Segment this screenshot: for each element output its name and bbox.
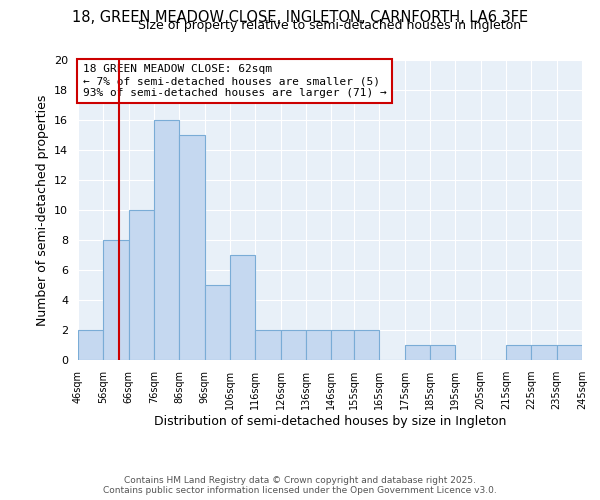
Bar [230, 255, 255, 360]
Bar [205, 285, 230, 360]
Bar [255, 330, 281, 360]
Bar [281, 330, 306, 360]
Bar [306, 330, 331, 360]
Bar [557, 345, 582, 360]
Text: 18 GREEN MEADOW CLOSE: 62sqm
← 7% of semi-detached houses are smaller (5)
93% of: 18 GREEN MEADOW CLOSE: 62sqm ← 7% of sem… [83, 64, 387, 98]
X-axis label: Distribution of semi-detached houses by size in Ingleton: Distribution of semi-detached houses by … [154, 415, 506, 428]
Bar [354, 330, 379, 360]
Bar [430, 345, 455, 360]
Text: 18, GREEN MEADOW CLOSE, INGLETON, CARNFORTH, LA6 3FE: 18, GREEN MEADOW CLOSE, INGLETON, CARNFO… [72, 10, 528, 25]
Bar [331, 330, 354, 360]
Y-axis label: Number of semi-detached properties: Number of semi-detached properties [35, 94, 49, 326]
Title: Size of property relative to semi-detached houses in Ingleton: Size of property relative to semi-detach… [139, 20, 521, 32]
Text: Contains HM Land Registry data © Crown copyright and database right 2025.
Contai: Contains HM Land Registry data © Crown c… [103, 476, 497, 495]
Bar [128, 210, 154, 360]
Bar [532, 345, 557, 360]
Bar [506, 345, 532, 360]
Bar [103, 240, 128, 360]
Bar [154, 120, 179, 360]
Bar [78, 330, 103, 360]
Bar [179, 135, 205, 360]
Bar [405, 345, 430, 360]
